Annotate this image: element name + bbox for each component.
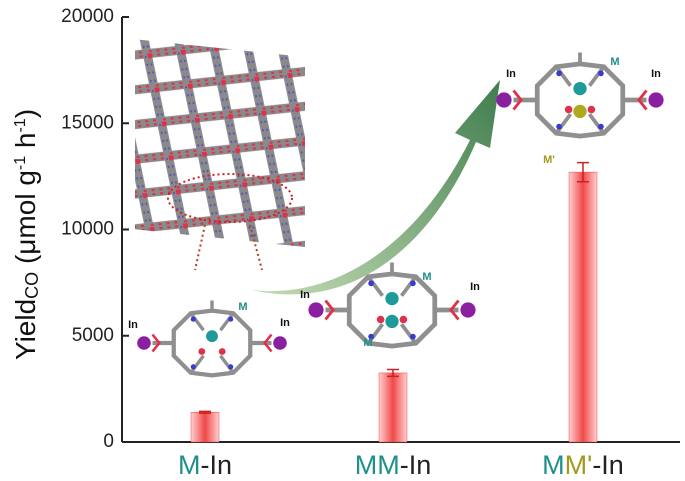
annotation: In — [128, 319, 138, 331]
annotation: M — [238, 301, 247, 313]
error-bar — [199, 410, 211, 414]
x-tick-label: MM-In — [355, 450, 432, 480]
bar — [568, 171, 598, 443]
arrow — [252, 80, 500, 295]
y-tick-label: 10000 — [61, 219, 114, 240]
x-label-part: M' — [565, 450, 593, 480]
x-label-part: MM — [355, 450, 400, 480]
annotation: M — [422, 271, 431, 283]
y-label-part: CO — [22, 272, 42, 299]
x-label-part: -In — [400, 450, 432, 480]
annotation: In — [470, 281, 480, 293]
mof-structure — [135, 39, 305, 248]
annotation: M — [610, 56, 619, 68]
molecule-mmp-in — [496, 52, 663, 136]
x-label-part: -In — [200, 450, 232, 480]
x-tick-label: MM'-In — [542, 450, 624, 480]
error-bar — [577, 161, 589, 183]
x-label-part: M — [542, 450, 565, 480]
annotation: M — [363, 337, 372, 349]
annotation: In — [651, 68, 661, 80]
y-label-part: h — [10, 133, 41, 156]
bar — [378, 372, 408, 443]
y-label-part: -1 — [12, 156, 29, 170]
y-tick-label: 15000 — [61, 112, 114, 133]
error-bar — [387, 368, 399, 378]
y-label-part: Yield — [10, 299, 41, 360]
y-tick-label: 20000 — [61, 6, 114, 27]
annotation: M' — [543, 154, 555, 166]
y-tick-label: 0 — [103, 431, 114, 452]
annotation: In — [280, 317, 290, 329]
molecule-mm-in — [308, 263, 475, 347]
molecule-m-in — [137, 301, 287, 376]
annotation: In — [506, 68, 516, 80]
y-label-part: ) — [10, 109, 41, 118]
x-label-part: -In — [592, 450, 624, 480]
x-tick-label: M-In — [178, 450, 232, 480]
x-label-part: M — [178, 450, 201, 480]
bar — [190, 412, 220, 443]
annotation: In — [300, 289, 310, 301]
y-label-part: -1 — [12, 118, 29, 132]
y-label-part: (μmol g — [10, 170, 41, 272]
highlight-ellipse — [167, 173, 293, 223]
y-axis-label: YieldCO (μmol g-1 h-1) — [10, 109, 42, 360]
y-tick-label: 5000 — [72, 325, 114, 346]
